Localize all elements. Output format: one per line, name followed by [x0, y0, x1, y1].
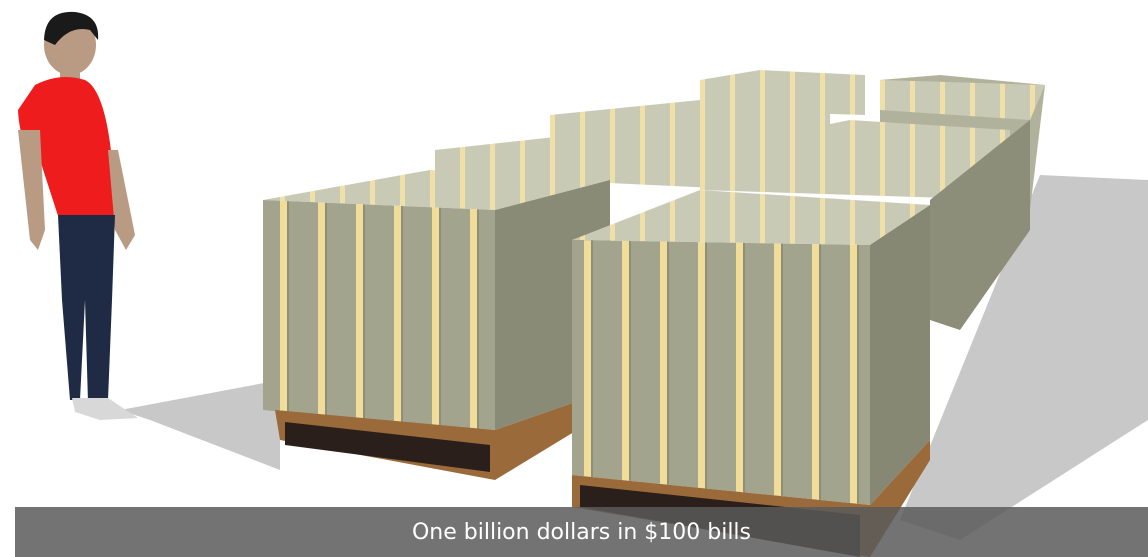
money-front [263, 200, 495, 430]
money-top [263, 170, 610, 210]
caption: One billion dollars in $100 bills [411, 519, 752, 545]
person [18, 11, 138, 420]
money-front [572, 240, 870, 505]
money-side [930, 120, 1030, 330]
money-top [880, 80, 1045, 120]
shadow [900, 175, 1148, 540]
money-top [700, 120, 1010, 200]
money-top [572, 190, 930, 245]
money-side [870, 205, 930, 505]
pallet-gap [285, 422, 490, 472]
pallet [275, 390, 610, 480]
shadow [120, 380, 280, 470]
caption-bar: One billion dollars in $100 bills [15, 507, 1148, 557]
